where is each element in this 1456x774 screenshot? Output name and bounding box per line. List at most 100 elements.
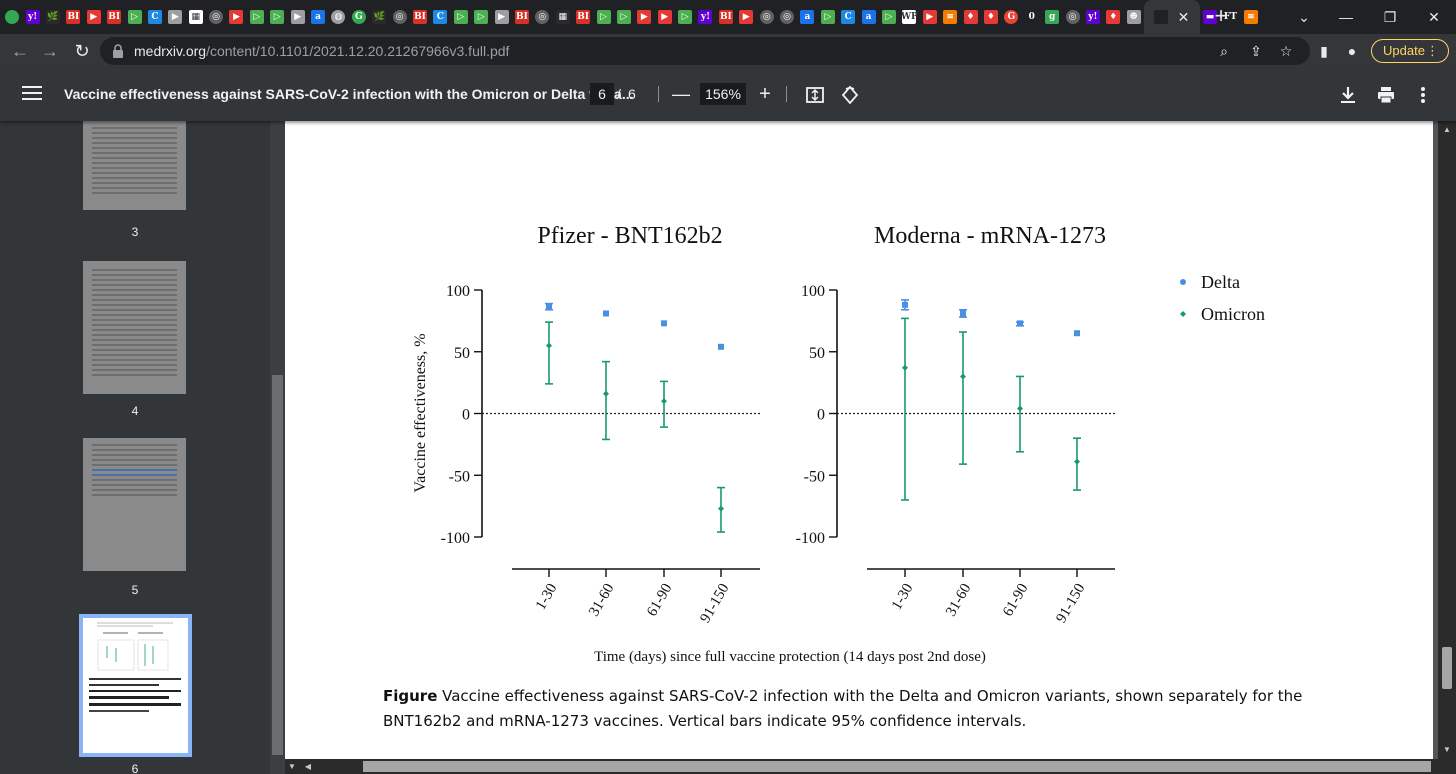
tab[interactable]: C [838, 7, 858, 27]
tab[interactable]: 0 [1022, 7, 1042, 27]
profile-icon[interactable]: ● [1347, 43, 1357, 59]
tab[interactable]: ▷ [818, 7, 838, 27]
zoom-in-button[interactable]: + [759, 83, 771, 105]
viewer-scrollbar[interactable]: ▲ ▼ [1438, 121, 1456, 759]
tab[interactable]: ▬ [1200, 7, 1220, 27]
tab[interactable]: ◎ [756, 7, 776, 27]
tab[interactable]: BI [63, 7, 83, 27]
viewer-scrollbar-thumb[interactable] [1442, 647, 1452, 689]
tab[interactable]: ◎ [389, 7, 409, 27]
update-button[interactable]: Update ⋮ [1371, 39, 1449, 63]
tab[interactable]: ♦ [960, 7, 980, 27]
thumbnail-page-4[interactable] [83, 261, 186, 394]
tab[interactable]: ▶ [655, 7, 675, 27]
scroll-down-arrow-icon[interactable]: ▼ [1443, 745, 1451, 754]
tab[interactable]: a [797, 7, 817, 27]
scroll-down-arrow-icon[interactable]: ▼ [288, 762, 296, 771]
tab[interactable]: 🌿 [369, 7, 389, 27]
zoom-level-input[interactable]: 156% [700, 83, 746, 105]
tab[interactable]: WP [899, 7, 919, 27]
scroll-left-arrow-icon[interactable]: ◀ [304, 762, 312, 771]
tab[interactable]: FT [1220, 7, 1240, 27]
tab[interactable]: y! [1083, 7, 1103, 27]
rotate-icon[interactable] [838, 83, 862, 107]
tab[interactable]: a [308, 7, 328, 27]
tab[interactable]: ▶ [165, 7, 185, 27]
print-icon[interactable] [1374, 83, 1398, 107]
tab[interactable]: ▶ [736, 7, 756, 27]
tab[interactable]: G [349, 7, 369, 27]
tab[interactable]: y! [22, 7, 42, 27]
active-tab[interactable]: ✕ [1143, 0, 1200, 34]
tab[interactable]: 🌿 [43, 7, 63, 27]
tab[interactable] [2, 7, 22, 27]
tab[interactable]: G [1001, 7, 1021, 27]
thumbnail-page-3[interactable] [83, 121, 186, 210]
share-icon[interactable]: ⇪ [1250, 43, 1262, 59]
tab[interactable]: ▷ [879, 7, 899, 27]
forward-button[interactable]: → [41, 41, 59, 61]
tab[interactable]: ▶ [287, 7, 307, 27]
tab[interactable]: ◎ [206, 7, 226, 27]
fit-to-page-icon[interactable] [803, 83, 827, 107]
page-number-input[interactable]: 6 [590, 83, 614, 105]
tab[interactable]: ◍ [328, 7, 348, 27]
tab[interactable]: ▶ [84, 7, 104, 27]
maximize-button[interactable]: ❐ [1383, 9, 1397, 25]
tab[interactable]: ▶ [226, 7, 246, 27]
zoom-out-button[interactable]: — [672, 84, 690, 104]
tab[interactable]: ▷ [124, 7, 144, 27]
tab[interactable]: ▶ [634, 7, 654, 27]
tab[interactable]: ◎ [777, 7, 797, 27]
side-panel-icon[interactable]: ▮ [1320, 43, 1328, 59]
sidebar-scrollbar-thumb[interactable] [272, 375, 283, 755]
tab-search-icon[interactable]: ⌄ [1298, 9, 1310, 25]
tab[interactable]: ▶ [491, 7, 511, 27]
new-tab-button[interactable]: + [1214, 3, 1228, 28]
tab[interactable]: ▶ [920, 7, 940, 27]
address-bar[interactable]: medrxiv.org/content/10.1101/2021.12.20.2… [100, 37, 1310, 65]
minimize-button[interactable]: — [1339, 9, 1353, 25]
close-tab-icon[interactable]: ✕ [1177, 8, 1190, 25]
tab[interactable]: BI [410, 7, 430, 27]
thumbnail-page-6[interactable] [79, 614, 192, 757]
tab[interactable]: BI [573, 7, 593, 27]
tab[interactable]: ◎ [532, 7, 552, 27]
tab[interactable]: ▷ [451, 7, 471, 27]
pdf-viewer[interactable]: Pfizer - BNT162b2 100 50 0 -50 -100 1-30 31-60 6… [285, 121, 1438, 759]
download-icon[interactable] [1336, 83, 1360, 107]
tab[interactable]: g [1042, 7, 1062, 27]
thumbnail-page-5[interactable] [83, 438, 186, 571]
tab[interactable]: ▦ [186, 7, 206, 27]
tab[interactable]: ▷ [675, 7, 695, 27]
more-options-icon[interactable] [1411, 83, 1435, 107]
tab[interactable]: ▷ [614, 7, 634, 27]
bookmark-star-icon[interactable]: ☆ [1279, 43, 1293, 59]
zoom-icon[interactable]: ⌕ [1220, 43, 1228, 59]
tab[interactable]: y! [695, 7, 715, 27]
tab[interactable]: BI [716, 7, 736, 27]
menu-icon[interactable] [22, 86, 42, 102]
scroll-up-arrow-icon[interactable]: ▲ [1443, 125, 1451, 134]
tab[interactable]: ☻ [1123, 7, 1143, 27]
tab[interactable]: ▦ [553, 7, 573, 27]
sidebar-scrollbar[interactable] [270, 121, 285, 774]
tab[interactable]: ≡ [940, 7, 960, 27]
tab[interactable]: ♦ [981, 7, 1001, 27]
tab[interactable]: ♦ [1103, 7, 1123, 27]
tab[interactable]: ◎ [1062, 7, 1082, 27]
tab[interactable]: C [145, 7, 165, 27]
tab[interactable]: ▷ [267, 7, 287, 27]
horizontal-scrollbar[interactable]: ▼ ◀ [285, 759, 1456, 774]
tab[interactable]: ≡ [1241, 7, 1261, 27]
tab[interactable]: BI [512, 7, 532, 27]
url-text[interactable]: medrxiv.org/content/10.1101/2021.12.20.2… [134, 43, 510, 59]
tab[interactable]: ▷ [247, 7, 267, 27]
horizontal-scrollbar-thumb[interactable] [363, 761, 1431, 772]
tab[interactable]: C [430, 7, 450, 27]
reload-button[interactable]: ↻ [74, 41, 90, 61]
tab[interactable]: ▷ [471, 7, 491, 27]
close-window-button[interactable]: ✕ [1428, 9, 1440, 25]
tab[interactable]: BI [104, 7, 124, 27]
tab[interactable]: a [858, 7, 878, 27]
